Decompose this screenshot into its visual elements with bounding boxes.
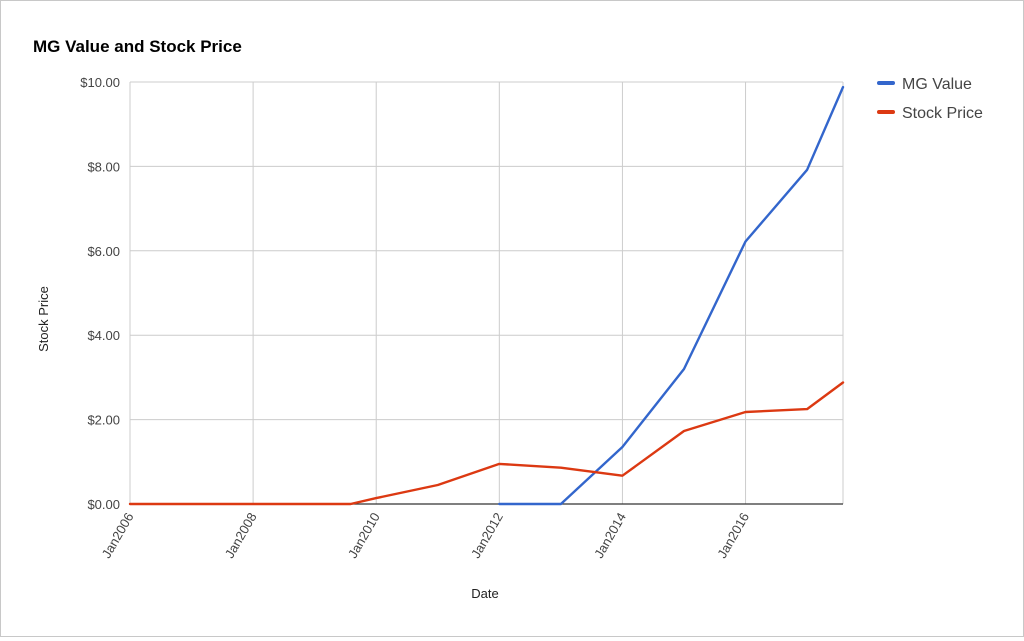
y-tick-label: $8.00 bbox=[87, 159, 120, 174]
legend-label: MG Value bbox=[902, 76, 972, 93]
y-axis-label: Stock Price bbox=[36, 286, 51, 352]
series-line-stock-price bbox=[128, 381, 845, 506]
y-tick-label: $4.00 bbox=[87, 328, 120, 343]
chart-title: MG Value and Stock Price bbox=[33, 37, 242, 56]
y-tick-label: $10.00 bbox=[80, 75, 120, 90]
x-tick-label: Jan2010 bbox=[345, 510, 383, 561]
x-tick-label: Jan2006 bbox=[99, 510, 137, 561]
series-lines bbox=[128, 85, 845, 506]
legend-label: Stock Price bbox=[902, 105, 983, 122]
y-tick-label: $0.00 bbox=[87, 497, 120, 512]
legend: MG Value Stock Price bbox=[877, 76, 983, 122]
x-tick-label: Jan2008 bbox=[222, 510, 260, 561]
y-tick-label: $6.00 bbox=[87, 244, 120, 259]
x-tick-label: Jan2016 bbox=[714, 510, 752, 561]
gridlines bbox=[129, 81, 844, 504]
x-tick-label: Jan2014 bbox=[591, 510, 629, 561]
axes: $0.00 $2.00 $4.00 $6.00 $8.00 $10.00 Jan2006 Ja… bbox=[80, 75, 843, 561]
x-tick-label: Jan2012 bbox=[468, 510, 506, 561]
y-tick-label: $2.00 bbox=[87, 413, 120, 428]
series-line-mg-value bbox=[498, 85, 845, 506]
x-axis-label: Date bbox=[471, 586, 498, 601]
